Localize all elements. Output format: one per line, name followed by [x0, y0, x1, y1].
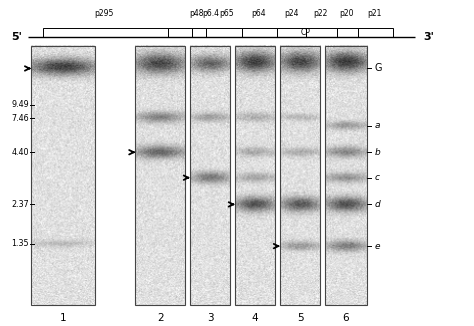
Bar [43, 28, 168, 37]
Text: 9.49: 9.49 [11, 100, 29, 110]
Text: 5: 5 [297, 313, 303, 323]
Bar [135, 46, 185, 305]
Bar [242, 28, 277, 37]
Text: p295: p295 [95, 8, 114, 18]
Text: 2: 2 [157, 313, 164, 323]
Bar [358, 28, 393, 37]
Bar [325, 46, 367, 305]
Text: CP: CP [301, 28, 310, 37]
Text: p24: p24 [284, 8, 299, 18]
Text: 4.40: 4.40 [11, 148, 29, 157]
Bar [190, 46, 230, 305]
Text: 1: 1 [60, 313, 66, 323]
Text: p6.4: p6.4 [202, 8, 219, 18]
Text: p20: p20 [339, 8, 353, 18]
Bar [206, 28, 242, 37]
Text: 5': 5' [11, 33, 22, 42]
Text: b: b [374, 148, 380, 157]
Text: 6: 6 [343, 313, 349, 323]
Bar [277, 28, 306, 37]
Text: d: d [374, 200, 380, 209]
Bar [235, 46, 275, 305]
Text: 4: 4 [252, 313, 258, 323]
Text: p65: p65 [219, 8, 234, 18]
Text: p64: p64 [251, 8, 265, 18]
Bar [192, 28, 206, 37]
Text: p22: p22 [313, 8, 327, 18]
Text: p48: p48 [190, 8, 204, 18]
Text: e: e [374, 242, 380, 251]
Bar [280, 46, 320, 305]
Text: 2.37: 2.37 [11, 200, 29, 209]
Text: c: c [374, 173, 380, 182]
Bar [337, 28, 358, 37]
Text: 1.35: 1.35 [11, 239, 29, 248]
Bar [306, 28, 337, 37]
Text: 3': 3' [424, 33, 434, 42]
Text: 3: 3 [207, 313, 213, 323]
Text: G: G [374, 64, 382, 73]
Text: p21: p21 [367, 8, 382, 18]
Text: a: a [374, 121, 380, 130]
Text: 7.46: 7.46 [11, 113, 29, 123]
Bar [31, 46, 95, 305]
Bar [168, 28, 192, 37]
